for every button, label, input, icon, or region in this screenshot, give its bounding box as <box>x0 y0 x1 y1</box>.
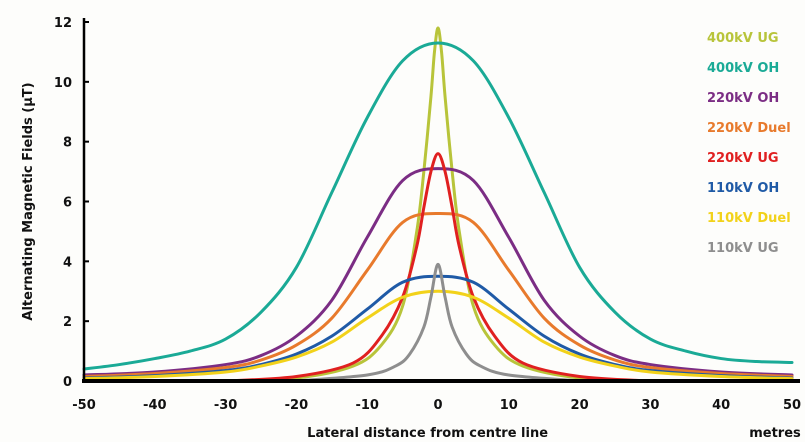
x-tick-label: -30 <box>214 398 238 413</box>
legend-entry-400kv-oh: 400kV OH <box>707 61 779 76</box>
axes-layer <box>82 18 800 383</box>
x-tick-label: 20 <box>571 398 589 413</box>
series-line-220kv-ug <box>224 152 652 383</box>
y-tick-labels: 0 2 4 6 8 10 12 <box>54 16 89 390</box>
legend-entry-110kv-oh: 110kV OH <box>707 181 779 196</box>
series-line-110kv-ug <box>294 262 582 383</box>
x-tick-label: -50 <box>72 398 96 413</box>
x-axis-label: Lateral distance from centre line <box>307 426 548 441</box>
y-tick-label: 12 <box>54 16 72 31</box>
y-tick-label: 2 <box>63 315 72 330</box>
x-tick-label: -20 <box>285 398 309 413</box>
x-tick-label: 50 <box>783 398 801 413</box>
x-tick-label: -40 <box>143 398 167 413</box>
legend-entry-220kv-oh: 220kV OH <box>707 91 779 106</box>
series-line-110kv-duel <box>82 289 794 381</box>
x-tick-labels: -50 -40 -30 -20 -10 0 10 20 30 40 50 <box>72 398 801 413</box>
x-tick-label: -10 <box>355 398 379 413</box>
y-tick-label: 6 <box>63 196 72 211</box>
x-tick-label: 30 <box>641 398 659 413</box>
legend-entry-400kv-ug: 400kV UG <box>707 31 779 46</box>
x-tick-label: 40 <box>712 398 730 413</box>
x-tick-label: 10 <box>500 398 518 413</box>
legend-entry-110kv-duel: 110kV Duel <box>707 211 791 226</box>
y-tick-label: 10 <box>54 76 72 91</box>
y-axis-label: Alternating Magnetic Fields (µT) <box>21 82 36 320</box>
legend: 400kV UG 400kV OH 220kV OH 220kV Duel 220kV … <box>707 31 791 256</box>
legend-entry-220kv-duel: 220kV Duel <box>707 121 791 136</box>
series-layer <box>82 26 794 383</box>
y-tick-label: 8 <box>63 136 72 151</box>
series-line-220kv-duel <box>82 211 794 379</box>
y-tick-label: 4 <box>63 255 72 270</box>
legend-entry-110kv-ug: 110kV UG <box>707 241 779 256</box>
series-line-400kv-ug <box>224 26 652 383</box>
legend-entry-220kv-ug: 220kV UG <box>707 151 779 166</box>
x-tick-label: 0 <box>433 398 442 413</box>
series-line-400kv-oh <box>82 41 794 371</box>
y-tick-label: 0 <box>63 375 72 390</box>
x-axis-unit-label: metres <box>749 426 801 441</box>
series-line-220kv-oh <box>82 167 794 377</box>
